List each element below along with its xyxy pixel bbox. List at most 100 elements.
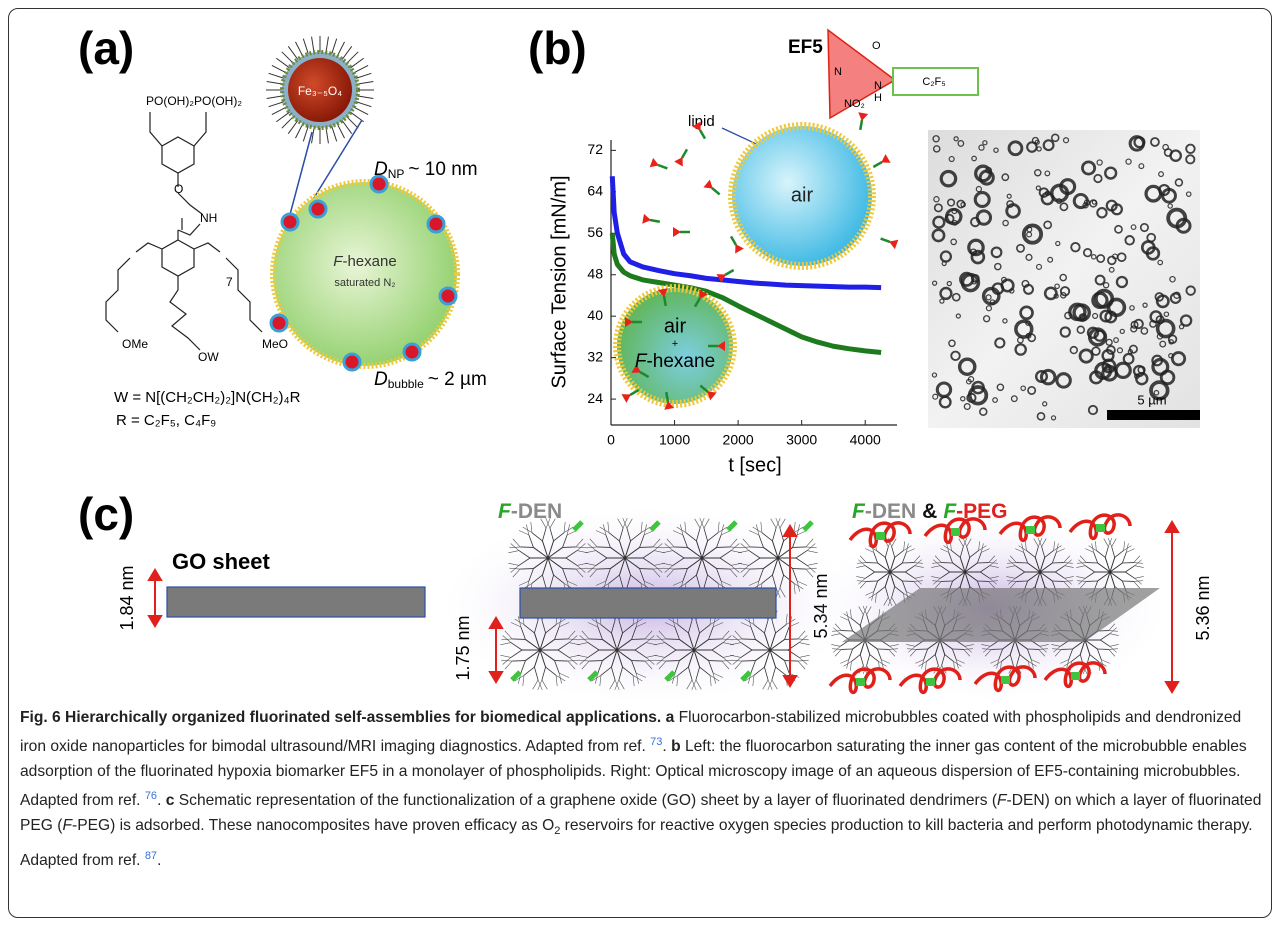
panel-title: F-DEN&F-PEG [852,500,1008,523]
caption-text: -PEG) is adsorbed. These nanocomposites … [72,817,554,834]
chem-label: O [872,40,881,52]
branch [785,639,798,640]
branch [597,569,610,570]
ligand [341,119,352,134]
reference-link[interactable]: 87 [145,850,157,862]
x-tick-label: 0 [607,432,615,448]
caption-italic: F [997,793,1007,810]
bubble-label-part: -hexane [646,351,715,372]
dimension-arrow [1166,522,1178,692]
marker-head [879,154,891,167]
ligand [349,58,364,69]
branch [1126,549,1134,553]
fluoro-tag [1096,524,1105,532]
formula: R = C₂F₅, C₄F₉ [116,412,216,429]
chem-label: OMe [122,337,148,351]
marker-head [887,237,898,249]
branch [520,547,533,548]
bubble-label: air [791,184,814,206]
chem-label: OW [198,350,219,364]
branch [563,547,576,548]
branch [640,569,653,570]
np-dot [428,216,444,232]
np-dot [282,214,298,230]
panel-label: (b) [528,22,587,74]
dimension-label: 5.36 nm [1193,575,1213,640]
marker-tail [666,392,668,402]
branch [666,639,679,640]
x-tick-label: 3000 [786,432,817,448]
size-subscript: bubble [388,377,424,391]
bubble-label: air [664,315,687,337]
size-subscript: NP [388,167,405,181]
branch [589,661,602,662]
dimension-label: 1.84 nm [117,565,137,630]
caption-title: Fig. 6 Hierarchically organized fluorina… [20,709,661,726]
microbubble [273,182,457,366]
go-sheet [167,587,425,617]
title-part: & [922,500,937,523]
fluoro-tag [1071,672,1080,680]
y-axis-title: Surface Tension [mN/m] [548,175,570,388]
branch [772,680,777,689]
chem-label: NH [200,211,217,225]
branch [794,522,795,533]
ligand [288,46,299,61]
branch [750,547,763,548]
branch [674,569,687,570]
branch [632,661,645,662]
chem-label: H [874,92,882,104]
figure: (a) PO(OH)₂PO(OH)₂ O NH 7 OMe OW MeO W =… [0,0,1282,700]
size-symbol: D [374,369,388,390]
caption-text: . [662,739,671,756]
ef5-marker [674,147,691,167]
panel-title: F-DEN [498,500,562,523]
branch [1112,539,1117,547]
branch [750,569,763,570]
branch [835,649,841,656]
branch [589,639,602,640]
ligand [288,119,299,134]
y-tick-label: 72 [587,141,603,157]
reference-link[interactable]: 73 [650,736,662,748]
marker-tail [664,296,666,306]
ligand [341,46,352,61]
caption-text: . [157,852,161,869]
fluoro-tag [804,522,812,530]
branch [806,539,813,547]
branch [793,569,806,570]
caption-part-label: a [666,709,675,726]
np-dot [271,315,287,331]
marker-head [674,155,687,167]
branch [520,569,533,570]
title-part: -DEN [865,500,916,523]
chem-label: NO₂ [844,98,865,110]
caption: Fig. 6 Hierarchically organized fluorina… [20,706,1264,873]
size-label: Dbubble~ 2 µm [374,369,487,391]
marker-head [731,242,744,254]
np-label: Fe₃₋₅O₄ [298,84,342,98]
branch [597,547,610,548]
lipid-label: lipid [688,113,715,130]
marker-tail [731,236,736,245]
bubble-label: F-hexane [333,253,396,270]
size-value: ~ 10 nm [408,159,477,180]
y-tick-label: 48 [587,265,603,281]
ef5-marker [855,112,868,130]
marker-tail [860,120,862,130]
chem-label: PO(OH)₂PO(OH)₂ [146,94,242,108]
bubble-label-part: -hexane [342,253,396,270]
branch [632,639,645,640]
branch [1124,541,1125,550]
branch [850,662,851,671]
chem-label: N [874,80,882,92]
page: {"panel_a":{"label":"(a)", "structure":{… [0,0,1282,929]
x-tick-label: 4000 [850,432,881,448]
ef5-marker [727,234,744,254]
y-tick-label: 40 [587,307,603,323]
branch [780,519,785,528]
reference-link[interactable]: 76 [145,790,157,802]
branch [555,661,568,662]
branch [1134,556,1140,563]
branch [555,639,568,640]
